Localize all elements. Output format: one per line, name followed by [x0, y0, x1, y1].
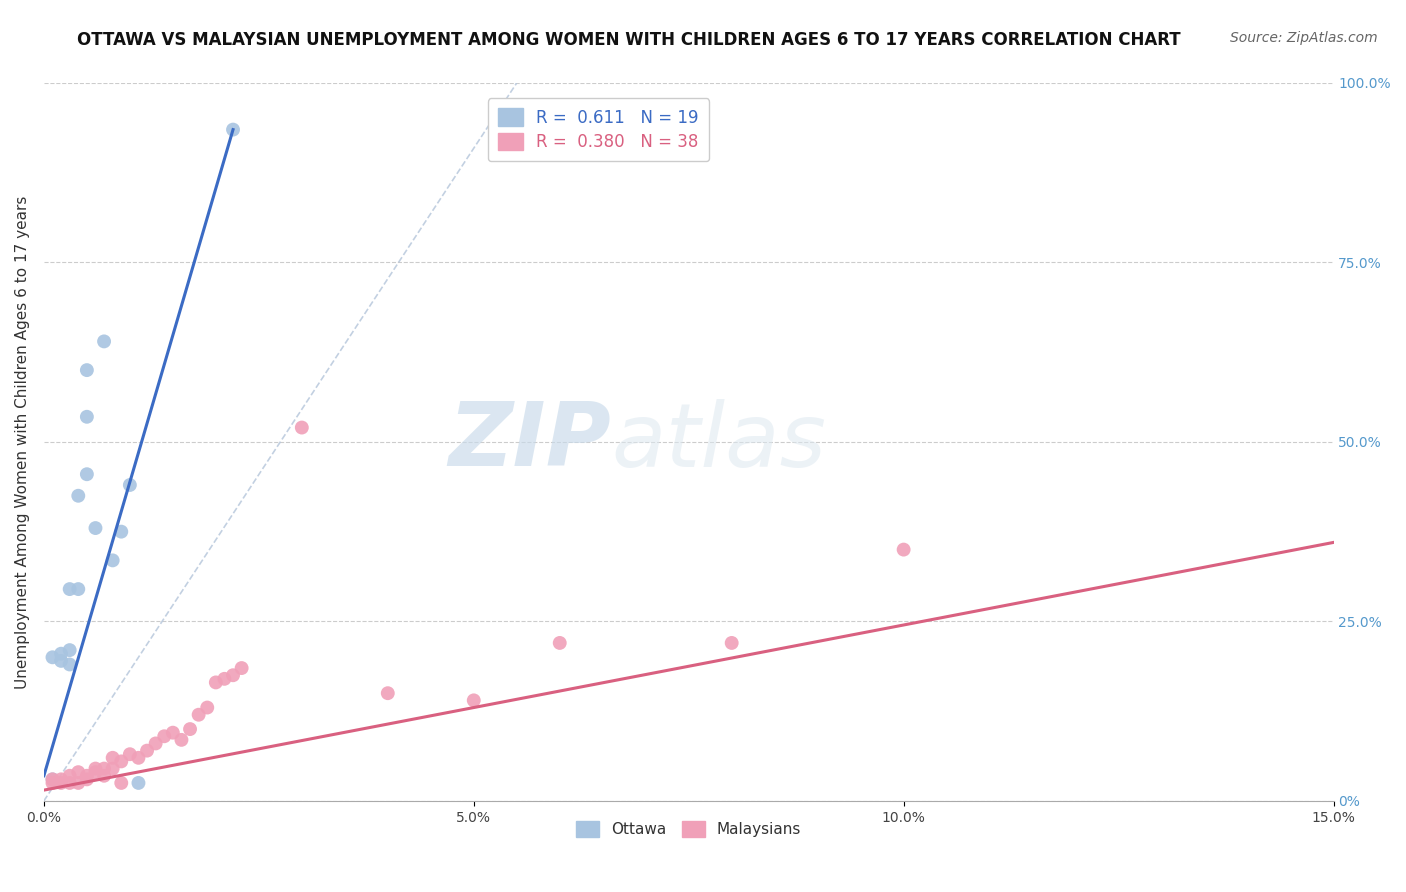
Point [170, 732, 193, 747]
Point [118, 747, 141, 762]
Point [41, 772, 63, 787]
Legend: Ottawa, Malaysians: Ottawa, Malaysians [569, 815, 807, 844]
Point [59, 769, 82, 783]
Point [101, 751, 124, 765]
Point [67, 776, 90, 790]
Y-axis label: Unemployment Among Women with Children Ages 6 to 17 years: Unemployment Among Women with Children A… [15, 195, 30, 689]
Text: OTTAWA VS MALAYSIAN UNEMPLOYMENT AMONG WOMEN WITH CHILDREN AGES 6 TO 17 YEARS CO: OTTAWA VS MALAYSIAN UNEMPLOYMENT AMONG W… [77, 31, 1181, 49]
Point [195, 700, 218, 714]
Point [93, 769, 115, 783]
Point [93, 762, 115, 776]
Point [49, 772, 72, 787]
Point [179, 722, 201, 736]
Point [49, 647, 72, 661]
Point [41, 650, 63, 665]
Point [127, 751, 149, 765]
Point [67, 489, 90, 503]
Point [153, 729, 176, 743]
Point [76, 467, 98, 482]
Point [187, 707, 209, 722]
Point [110, 755, 132, 769]
Text: ZIP: ZIP [449, 399, 612, 485]
Point [59, 776, 82, 790]
Point [205, 675, 228, 690]
Point [59, 657, 82, 672]
Point [67, 765, 90, 780]
Point [377, 686, 399, 700]
Point [84, 765, 107, 780]
Point [110, 776, 132, 790]
Point [162, 725, 184, 739]
Point [84, 762, 107, 776]
Point [118, 478, 141, 492]
Point [41, 772, 63, 787]
Point [548, 636, 571, 650]
Point [93, 334, 115, 349]
Point [76, 409, 98, 424]
Point [893, 542, 915, 557]
Point [231, 661, 253, 675]
Text: Source: ZipAtlas.com: Source: ZipAtlas.com [1230, 31, 1378, 45]
Point [110, 524, 132, 539]
Point [76, 363, 98, 377]
Point [222, 122, 245, 136]
Point [291, 420, 314, 434]
Point [127, 776, 149, 790]
Point [59, 582, 82, 596]
Point [720, 636, 742, 650]
Text: atlas: atlas [612, 399, 827, 485]
Point [145, 736, 167, 750]
Point [463, 693, 485, 707]
Point [101, 762, 124, 776]
Point [101, 553, 124, 567]
Point [41, 776, 63, 790]
Point [136, 744, 159, 758]
Point [49, 654, 72, 668]
Point [49, 776, 72, 790]
Point [76, 769, 98, 783]
Point [214, 672, 236, 686]
Point [84, 521, 107, 535]
Point [222, 668, 245, 682]
Point [76, 772, 98, 787]
Point [59, 643, 82, 657]
Point [67, 582, 90, 596]
